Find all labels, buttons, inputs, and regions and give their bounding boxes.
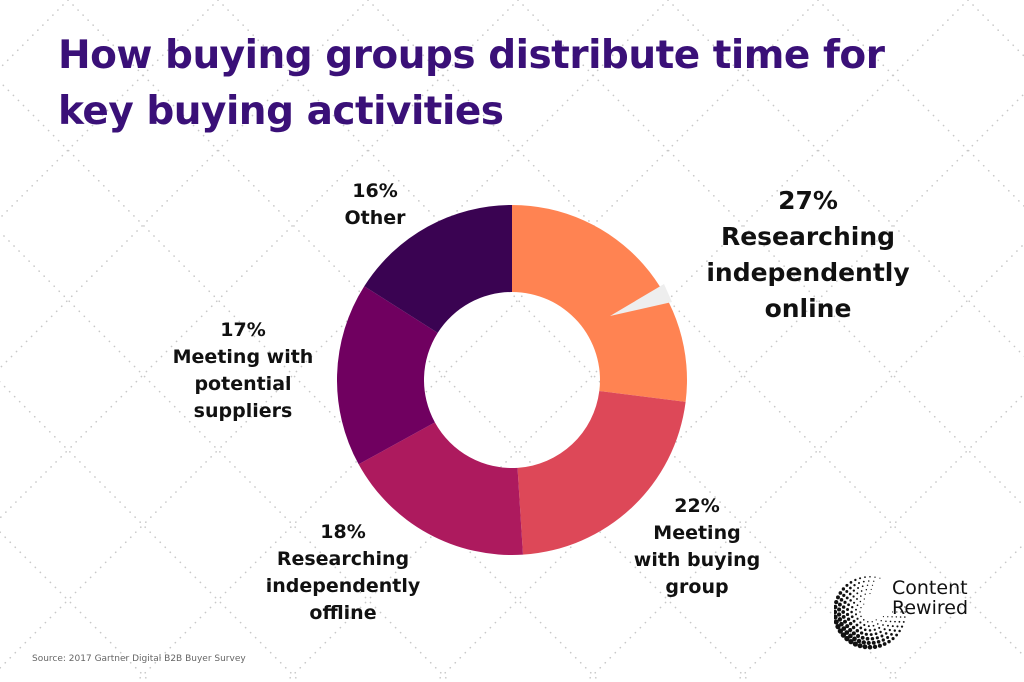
callout-pointer <box>610 284 672 316</box>
slice-label-line: Other <box>344 207 406 229</box>
chart-title: How buying groups distribute time for ke… <box>58 33 885 134</box>
slice-label-line: online <box>764 294 852 323</box>
slice-label-line: Meeting with <box>172 346 314 368</box>
slice-label-line: group <box>665 576 729 598</box>
slice-label-line: suppliers <box>193 400 293 422</box>
slice-label-line: Researching <box>720 222 896 251</box>
globe-swirl-icon <box>834 576 906 650</box>
donut-slice-3 <box>358 422 523 555</box>
slice-percent: 18% <box>320 521 366 543</box>
brand-name: Content Rewired <box>892 578 968 618</box>
slice-label-line: independently <box>706 258 910 287</box>
content-rewired-logo: Content Rewired <box>834 574 994 652</box>
slice-label-line: Meeting <box>653 522 741 544</box>
donut-slice-2 <box>517 391 686 555</box>
slice-percent: 16% <box>352 180 398 202</box>
slice-label-researching-offline: 18% Researching independently offline <box>250 519 436 627</box>
slice-label-meeting-suppliers: 17% Meeting with potential suppliers <box>158 317 328 425</box>
slice-label-line: potential <box>194 373 292 395</box>
slice-label-line: independently <box>265 575 421 597</box>
donut-slice-1 <box>512 205 687 402</box>
slice-percent: 27% <box>778 186 838 215</box>
brand-name-line: Rewired <box>892 597 968 619</box>
slice-label-line: offline <box>309 602 377 624</box>
slice-label-other: 16% Other <box>320 178 430 232</box>
slice-percent: 17% <box>220 319 266 341</box>
brand-name-line: Content <box>892 577 968 599</box>
slice-label-researching-online: 27% Researching independently online <box>690 183 926 327</box>
slice-label-line: Researching <box>276 548 410 570</box>
source-note: Source: 2017 Gartner Digital B2B Buyer S… <box>32 654 246 664</box>
slice-label-meeting-buying-group: 22% Meeting with buying group <box>612 493 782 601</box>
donut-slice-5 <box>364 205 512 333</box>
donut-slice-4 <box>336 286 438 465</box>
slice-label-line: with buying <box>633 549 761 571</box>
slice-percent: 22% <box>674 495 720 517</box>
